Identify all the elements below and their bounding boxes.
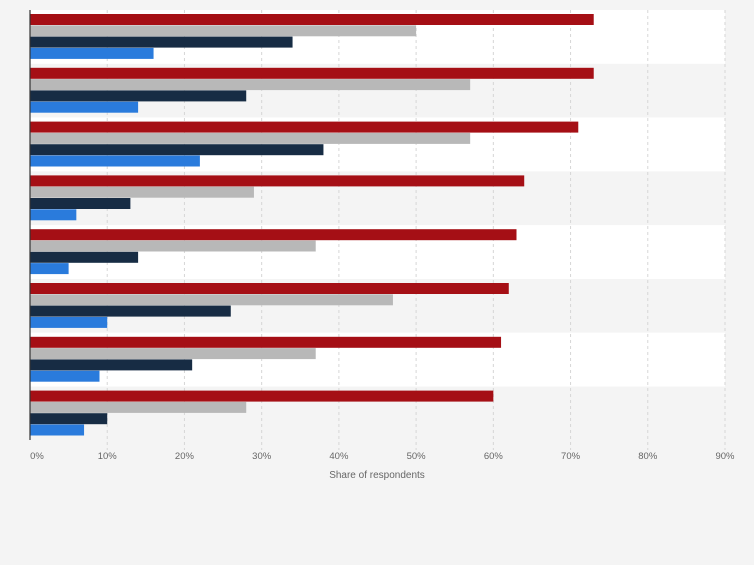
- bar: [30, 240, 316, 252]
- x-tick-label: 80%: [638, 451, 658, 462]
- bars: [30, 14, 594, 436]
- bar: [30, 370, 100, 382]
- bar: [30, 36, 293, 48]
- x-axis: 0% 10% 20% 30% 40% 50% 60% 70% 80% 90%: [29, 10, 735, 462]
- x-tick-label: 20%: [175, 451, 195, 462]
- bar: [30, 186, 254, 198]
- bar: [30, 294, 393, 306]
- bar: [30, 316, 108, 328]
- bar: [30, 175, 525, 187]
- bar: [30, 263, 69, 275]
- bar: [30, 424, 85, 436]
- bar: [30, 25, 417, 37]
- x-tick-label: 60%: [484, 451, 504, 462]
- x-tick-label: 50%: [407, 451, 427, 462]
- bar: [30, 132, 471, 144]
- x-tick-label: 0%: [30, 451, 44, 462]
- bar: [30, 209, 77, 221]
- bar: [30, 90, 247, 102]
- bar: [30, 67, 594, 79]
- bar: [30, 336, 502, 348]
- bar: [30, 14, 594, 25]
- x-tick-label: 30%: [252, 451, 272, 462]
- x-tick-label: 70%: [561, 451, 581, 462]
- bar: [30, 251, 139, 263]
- bar: [30, 155, 200, 167]
- bar: [30, 198, 131, 209]
- x-tick-label: 90%: [715, 451, 735, 462]
- x-axis-label: Share of respondents: [329, 470, 425, 481]
- bar: [30, 305, 231, 317]
- bar: [30, 144, 324, 156]
- bar: [30, 101, 139, 113]
- bar: [30, 79, 471, 91]
- x-tick-label: 10%: [98, 451, 118, 462]
- bar: [30, 390, 494, 402]
- bar: [30, 229, 517, 241]
- x-tick-label: 40%: [329, 451, 349, 462]
- bar: [30, 348, 316, 360]
- bar: [30, 401, 247, 413]
- bar: [30, 47, 154, 59]
- bar: [30, 283, 509, 294]
- bar: [30, 121, 579, 133]
- bar: [30, 359, 193, 371]
- bar: [30, 413, 108, 425]
